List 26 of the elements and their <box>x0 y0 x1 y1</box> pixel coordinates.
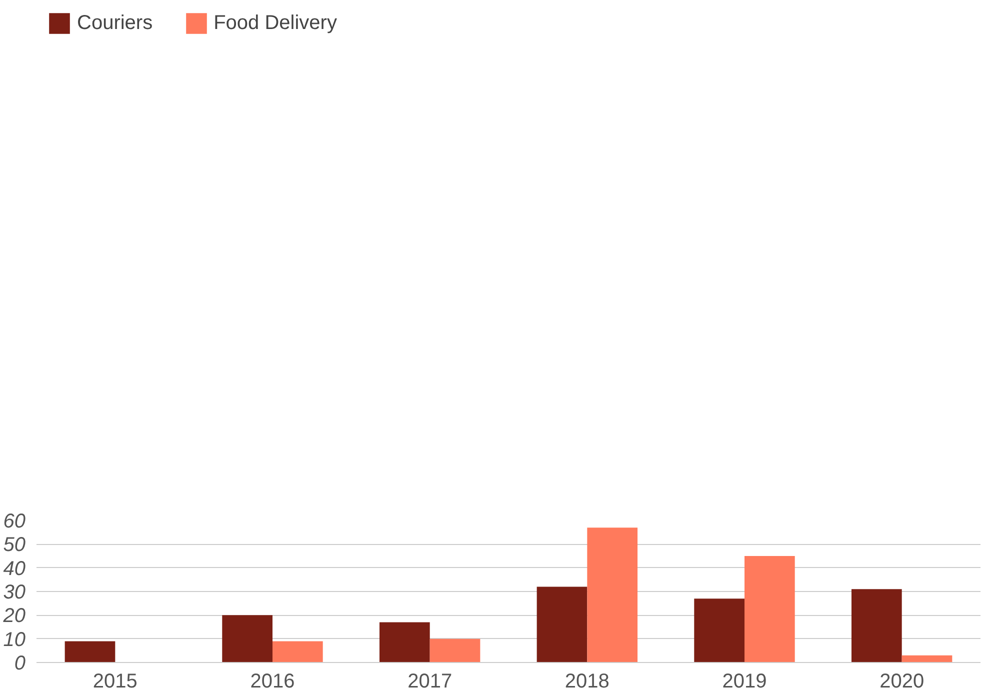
legend-label: Food Delivery <box>214 12 337 34</box>
y-tick-label: 30 <box>3 582 26 604</box>
bar <box>587 528 638 662</box>
y-tick-label: 0 <box>14 652 26 674</box>
y-tick-label: 60 <box>3 510 26 532</box>
bar <box>536 586 588 662</box>
bar <box>379 622 430 662</box>
bar <box>851 589 902 662</box>
y-tick-label: 10 <box>3 628 26 651</box>
y-tick-label: 20 <box>2 605 26 628</box>
x-tick-label: 2019 <box>722 670 767 692</box>
x-tick-label: 2016 <box>250 670 295 692</box>
x-tick-label: 2020 <box>880 670 924 692</box>
legend-label: Couriers <box>77 12 153 34</box>
y-tick-label: 40 <box>3 558 26 580</box>
bar <box>744 556 795 662</box>
bar <box>272 641 323 662</box>
y-tick-label: 50 <box>3 534 26 556</box>
x-tick-label: 2017 <box>408 670 452 692</box>
bar <box>222 615 272 662</box>
x-tick-label: 2015 <box>92 670 138 692</box>
x-tick-label: 2018 <box>564 670 610 692</box>
bar <box>64 641 116 662</box>
bar <box>694 598 744 662</box>
bar <box>430 638 480 662</box>
bar <box>902 655 952 662</box>
